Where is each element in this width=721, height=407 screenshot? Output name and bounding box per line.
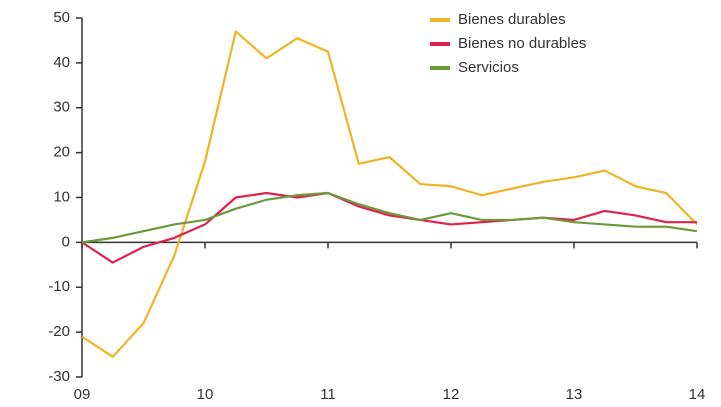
legend-label: Servicios [458,59,519,76]
series-line [81,30,698,358]
y-tick-label: -10 [48,278,70,295]
series-line [81,191,698,244]
x-tick-label: 11 [320,386,336,403]
y-tick-label: 10 [53,188,70,205]
x-tick-label: 09 [74,386,91,403]
legend-label: Bienes durables [458,11,566,28]
y-tick-label: -30 [48,368,70,385]
legend-label: Bienes no durables [458,35,586,52]
y-tick-label: -20 [48,323,70,340]
x-tick-label: 13 [566,386,583,403]
x-tick-label: 10 [197,386,214,403]
x-tick-label: 12 [443,386,460,403]
series-line [81,191,697,264]
x-tick-label: 14 [689,386,706,403]
y-tick-label: 40 [53,54,70,71]
y-tick-label: 30 [53,99,70,116]
y-tick-label: 20 [53,144,70,161]
y-tick-label: 50 [53,9,70,26]
y-tick-label: 0 [62,233,70,250]
